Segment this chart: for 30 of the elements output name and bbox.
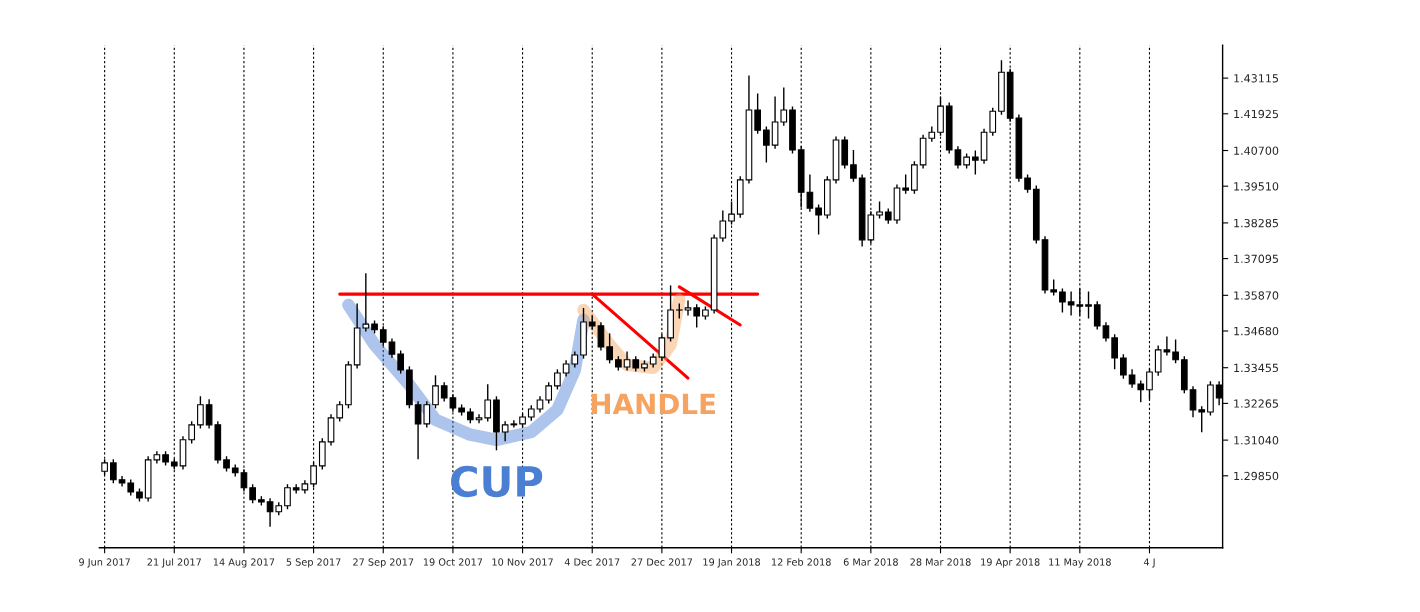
x-tick-label: 6 Mar 2018 [843,558,898,566]
x-tick-label: 21 Jul 2017 [147,558,201,568]
y-tick-label: 1.43115 [1234,74,1279,83]
x-tick-label: 9 Jun 2017 [79,558,130,568]
y-tick-label: 1.32265 [1234,399,1279,408]
x-tick-label: 27 Dec 2017 [631,558,693,566]
x-tick-label: 5 Sep 2017 [286,558,341,568]
x-tick-label: 4 Dec 2017 [564,558,620,566]
x-tick-label: 19 Jan 2018 [703,558,761,568]
y-tick-label: 1.34680 [1234,326,1279,336]
y-tick-label: 1.35870 [1234,291,1279,300]
y-tick-label: 1.39510 [1234,182,1279,191]
x-tick-label: 12 Feb 2018 [772,558,831,566]
x-tick-label: 11 May 2018 [1049,558,1111,568]
x-tick-label: 14 Aug 2017 [213,558,275,568]
y-tick-label: 1.38285 [1234,218,1279,228]
x-tick-label: 27 Sep 2017 [353,558,414,568]
x-tick-label: 28 Mar 2018 [910,558,971,566]
x-tick-label: 4 J [1143,558,1155,568]
x-tick-label: 19 Apr 2018 [981,558,1040,568]
y-tick-label: 1.31040 [1234,436,1279,445]
x-tick-label: 19 Oct 2017 [423,558,483,566]
y-tick-label: 1.33455 [1234,363,1279,373]
y-tick-label: 1.41925 [1234,109,1279,119]
y-tick-label: 1.29850 [1234,471,1279,481]
y-tick-label: 1.37095 [1234,254,1279,263]
y-tick-label: 1.40700 [1234,146,1279,155]
series-label: HANDLE [591,393,715,415]
series-label: CUP [451,465,543,498]
x-tick-label: 10 Nov 2017 [492,558,553,566]
